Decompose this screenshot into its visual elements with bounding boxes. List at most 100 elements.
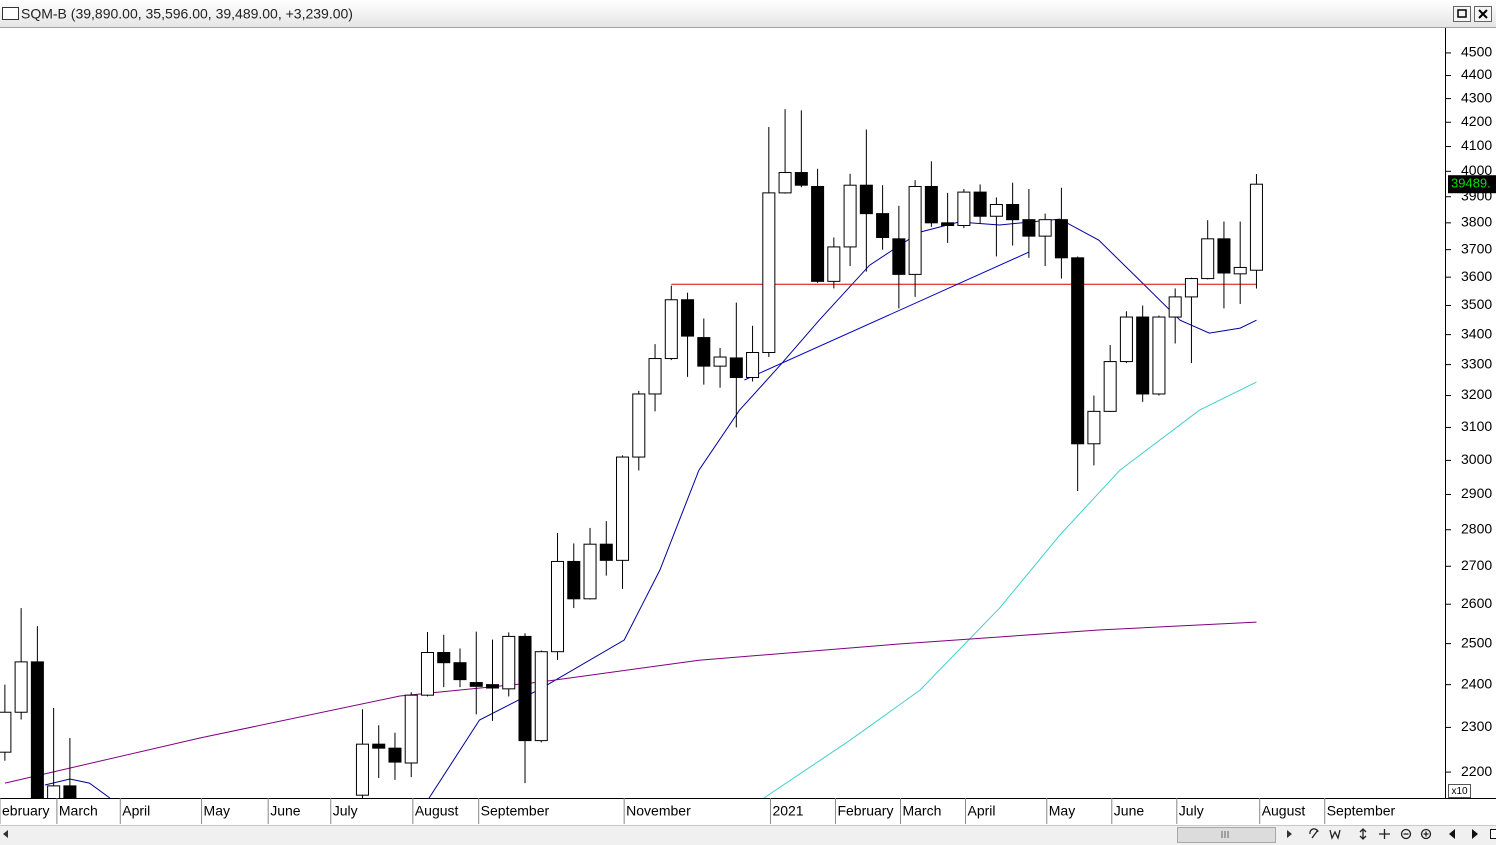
x-tick-label: 2021 [772,803,803,819]
candle-body [583,543,597,600]
candle-body [14,661,28,713]
y-tick-label: 3400 [1461,325,1492,341]
y-tick-label: 2400 [1461,675,1492,691]
candle-body [453,662,467,681]
line-series [744,251,1030,381]
x-tick-label: March [902,803,941,819]
y-tick-label: 2500 [1461,634,1492,650]
restore-icon [1457,9,1467,18]
candle-body [892,238,906,275]
candle-body [567,560,581,600]
x-tick-label: March [59,803,98,819]
x-tick-label: September [1327,803,1396,819]
candle-body [404,694,418,764]
candle-body [1152,316,1166,395]
x-tick-label: July [333,803,358,819]
tool-vzoom[interactable] [1359,828,1367,840]
candle-body [729,357,743,378]
line-series [4,621,1257,784]
candle-body [1249,183,1263,271]
candle-body [1217,238,1231,274]
x-tick-label: May [204,803,230,819]
candle-body [47,785,61,798]
x-tick-label: April [122,803,150,819]
candle-body [778,172,792,194]
candle-body [924,185,938,224]
candle-body [469,682,483,687]
candle-body [794,172,808,186]
candle-body [1054,219,1068,259]
line-series [428,218,1257,798]
chart-title: SQM-B (39,890.00, 35,596.00, 39,489.00, … [21,6,353,22]
line-series [44,778,111,798]
candle-body [908,185,922,275]
y-tick-label: 4000 [1461,162,1492,178]
candle-body [502,635,516,690]
candle-body [1087,410,1101,445]
toolbar-icons [1309,828,1432,840]
candle-body [1119,316,1133,363]
candle-body [973,191,987,217]
y-tick-label: 3200 [1461,386,1492,402]
y-tick-label: 3800 [1461,214,1492,230]
x-tick-label: ebruary [2,803,49,819]
candle-body [1006,203,1020,221]
candle-body [1022,219,1036,237]
nav-end[interactable] [1490,829,1496,839]
candle-body [372,743,386,749]
nav-left[interactable] [1449,829,1455,839]
candle-body [664,299,678,360]
candle-body [420,652,435,696]
x-tick-label: April [968,803,996,819]
candle-body [876,213,890,238]
y-tick-label: 3300 [1461,355,1492,371]
x-tick-label: August [415,803,459,819]
candle-body [957,191,971,226]
tool-zoom-out[interactable] [1400,828,1412,840]
tool-zoom-in-sign [1423,831,1429,837]
candle-body [1136,316,1150,395]
y-axis-area [1445,28,1496,798]
last-price-label: 39489. [1451,176,1491,191]
y-tick-label: 2200 [1461,763,1492,779]
y-tick-label: 2900 [1461,485,1492,501]
candle-body [1184,278,1198,298]
scroll-right[interactable] [1287,830,1292,838]
candle-body [1103,361,1117,412]
candle-body [63,785,77,798]
last-price-box [1448,175,1496,194]
candle-body [697,337,711,367]
tool-period[interactable] [1329,829,1341,840]
candle-body [534,651,548,742]
tool-move[interactable] [1379,829,1390,839]
candle-body [713,356,727,367]
candle-body [30,661,44,798]
close-icon [1478,9,1488,19]
restore-button[interactable] [1453,6,1471,22]
tool-reset[interactable] [1309,828,1319,839]
x-tick-label: August [1262,803,1306,819]
candle-body [1038,219,1052,237]
scroll-left[interactable] [3,830,8,838]
y-tick-label: 2700 [1461,557,1492,573]
tool-zoom-in[interactable] [1420,828,1432,840]
candle-body [811,185,825,282]
scroll-thumb[interactable] [1177,827,1276,843]
multiplier-label: x10 [1451,786,1468,797]
candle-body [632,393,646,458]
y-tick-label: 4500 [1461,44,1492,60]
candle-body [485,684,500,689]
candle-body [518,635,532,742]
multiplier-box [1448,784,1471,798]
y-tick-label: 2800 [1461,520,1492,536]
nav-right[interactable] [1472,829,1478,839]
x-tick-label: November [626,803,691,819]
candle-body [1071,257,1085,445]
candle-body [843,184,857,248]
y-tick-label: 3600 [1461,268,1492,284]
candle-body [681,299,695,337]
x-tick-label: February [837,803,893,819]
x-tick-label: June [270,803,301,819]
